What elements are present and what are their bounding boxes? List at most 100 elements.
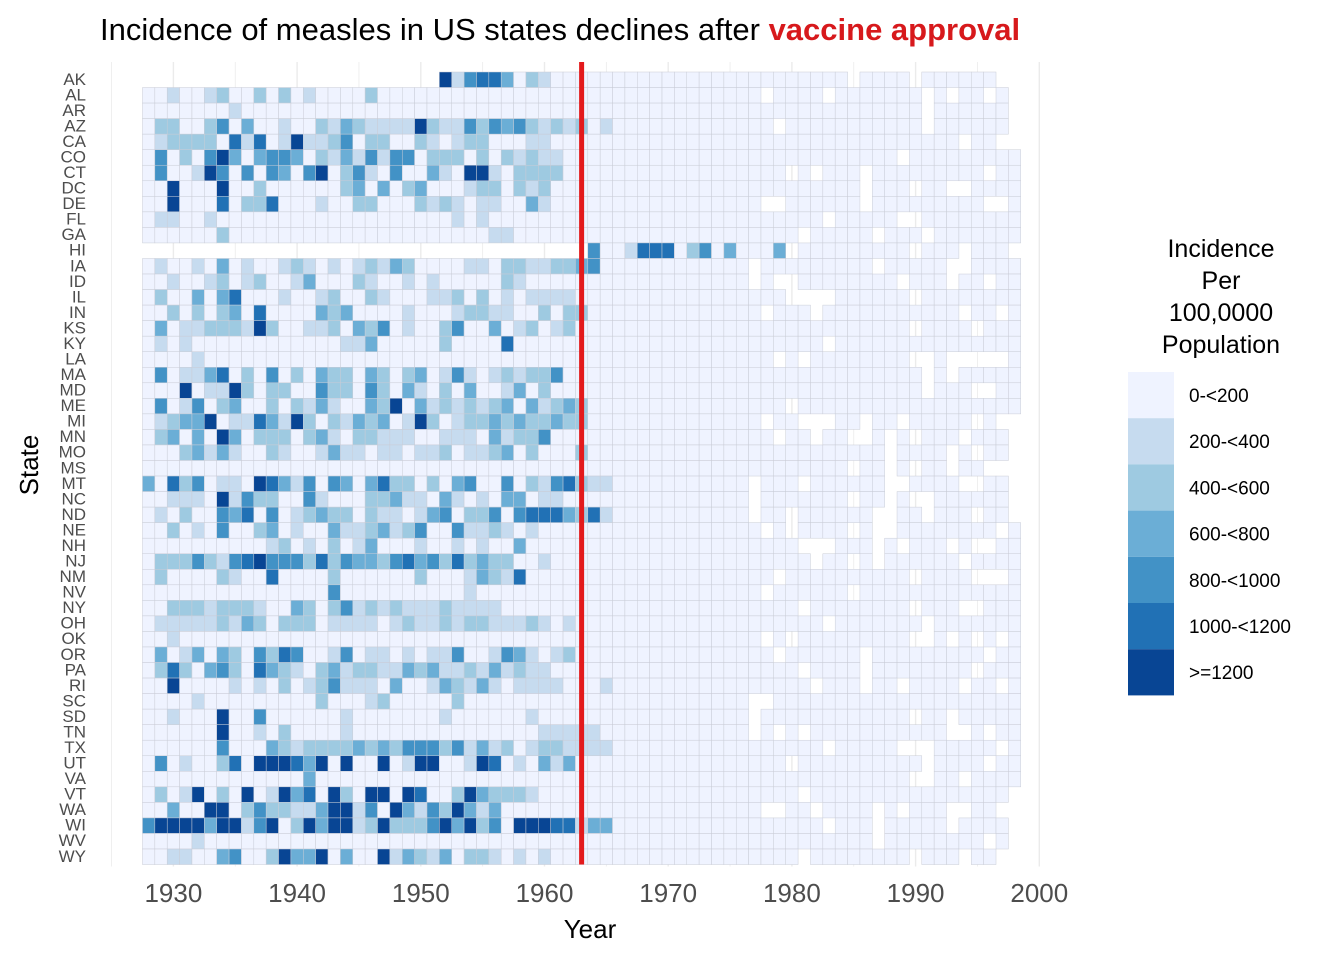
heatmap-tile [265,708,279,725]
heatmap-tile [723,351,737,368]
heatmap-tile [241,491,255,508]
heatmap-tile [500,584,514,601]
heatmap-tile [253,708,267,725]
heatmap-tile [933,786,947,803]
heatmap-tile [228,444,242,461]
heatmap-tile [414,491,428,508]
heatmap-tile [340,646,354,663]
heatmap-tile [872,739,885,757]
heatmap-tile [587,413,601,430]
heatmap-tile [971,755,984,772]
heatmap-tile [154,413,168,430]
heatmap-tile [810,320,824,337]
heatmap-tile [352,289,366,306]
heatmap-tile [513,615,527,632]
heatmap-tile [142,149,156,166]
legend-label: 600-<800 [1189,525,1270,546]
heatmap-tile [1008,600,1021,617]
heatmap-tile [426,164,440,182]
heatmap-tile [933,631,947,648]
heatmap-tile [698,584,712,601]
heatmap-tile [204,413,217,430]
heatmap-tile [513,600,527,617]
heatmap-tile [340,429,354,446]
heatmap-tile [241,662,255,679]
heatmap-tile [933,755,947,772]
heatmap-tile [822,522,836,539]
heatmap-tile [933,133,947,150]
heatmap-tile [476,522,490,539]
heatmap-tile [389,398,403,415]
heatmap-tile [216,677,230,694]
heatmap-tile [550,631,564,648]
heatmap-tile [340,755,354,772]
heatmap-tile [463,164,477,182]
heatmap-tile [624,724,638,741]
heatmap-tile [637,335,650,352]
heatmap-tile [624,304,638,321]
heatmap-tile [599,848,613,865]
heatmap-tile [933,662,947,679]
heatmap-tile [797,506,811,523]
heatmap-tile [896,506,910,523]
heatmap-tile [995,537,1009,554]
heatmap-tile [414,584,428,601]
heatmap-tile [401,102,415,119]
heatmap-tile [587,164,601,182]
heatmap-tile [476,848,490,865]
heatmap-tile [315,273,329,290]
heatmap-tile [451,211,465,228]
heatmap-tile [191,569,205,586]
heatmap-tile [661,304,675,321]
heatmap-tile [872,87,885,104]
heatmap-tile [179,662,193,679]
heatmap-tile [340,662,354,679]
heatmap-tile [142,724,156,741]
heatmap-tile [995,289,1009,306]
heatmap-tile [562,320,576,337]
heatmap-tile [377,382,391,399]
heatmap-tile [253,211,267,228]
heatmap-tile [859,444,873,461]
heatmap-tile [921,677,935,694]
heatmap-tile [340,491,354,508]
heatmap-tile [340,320,354,337]
heatmap-tile [179,429,193,446]
heatmap-tile [364,600,378,617]
heatmap-tile [971,724,984,741]
heatmap-tile [983,615,997,632]
heatmap-tile [649,398,663,415]
heatmap-tile [649,708,663,725]
heatmap-tile [686,848,700,865]
heatmap-tile [352,460,366,477]
heatmap-tile [834,537,848,554]
heatmap-tile [439,522,452,539]
heatmap-tile [253,569,267,586]
heatmap-tile [686,133,700,150]
heatmap-tile [587,506,601,523]
heatmap-tile [971,367,984,384]
heatmap-tile [748,102,762,119]
heatmap-tile [204,398,217,415]
heatmap-tile [154,786,168,803]
heatmap-tile [686,677,700,694]
heatmap-tile [142,196,156,213]
heatmap-tile [649,273,663,290]
heatmap-tile [525,786,539,803]
heatmap-tile [847,537,861,554]
heatmap-tile [364,724,378,741]
heatmap-tile [439,258,452,275]
heatmap-tile [327,786,341,803]
heatmap-tile [513,786,527,803]
heatmap-tile [327,304,341,321]
heatmap-tile [191,802,205,819]
heatmap-tile [327,133,341,150]
heatmap-tile [364,444,378,461]
heatmap-tile [228,475,242,492]
heatmap-tile [748,289,762,306]
heatmap-tile [760,320,774,337]
heatmap-tile [834,739,848,757]
heatmap-tile [525,382,539,399]
heatmap-tile [191,367,205,384]
heatmap-tile [847,102,861,119]
